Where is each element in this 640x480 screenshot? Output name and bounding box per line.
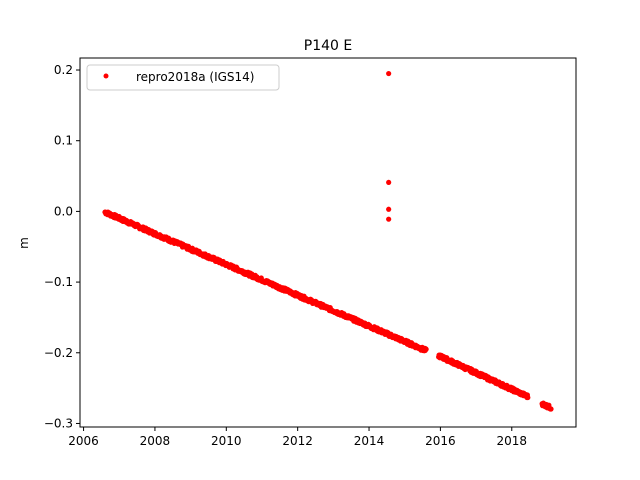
x-tick-label: 2016 xyxy=(425,434,456,448)
x-tick-label: 2014 xyxy=(354,434,385,448)
x-axis: 2006 2008 2010 2012 2014 2016 2018 xyxy=(68,427,527,448)
data-point xyxy=(423,346,429,352)
y-axis-label: m xyxy=(17,237,31,249)
legend: repro2018a (IGS14) xyxy=(86,64,280,91)
data-point xyxy=(525,394,531,401)
y-tick-label: −0.3 xyxy=(44,416,73,430)
data-points xyxy=(102,70,554,412)
data-point xyxy=(386,206,392,212)
y-axis: 0.2 0.1 0.0 −0.1 −0.2 −0.3 xyxy=(44,63,80,430)
x-tick-label: 2018 xyxy=(496,434,527,448)
data-point xyxy=(386,70,392,77)
y-tick-label: 0.0 xyxy=(54,204,73,218)
x-tick-label: 2012 xyxy=(282,434,313,448)
y-tick-label: −0.1 xyxy=(44,275,73,289)
x-tick-label: 2010 xyxy=(211,434,242,448)
legend-box xyxy=(86,64,280,91)
y-tick-label: 0.1 xyxy=(54,134,73,148)
x-tick-label: 2008 xyxy=(140,434,171,448)
y-tick-label: −0.2 xyxy=(44,346,73,360)
data-point xyxy=(386,179,392,186)
x-tick-label: 2006 xyxy=(68,434,99,448)
data-point xyxy=(548,406,554,412)
legend-marker xyxy=(103,73,109,79)
chart-title: P140 E xyxy=(304,38,352,54)
y-tick-label: 0.2 xyxy=(54,63,73,77)
plot-frame xyxy=(79,57,577,428)
legend-label: repro2018a (IGS14) xyxy=(136,70,254,84)
data-point xyxy=(386,216,392,222)
